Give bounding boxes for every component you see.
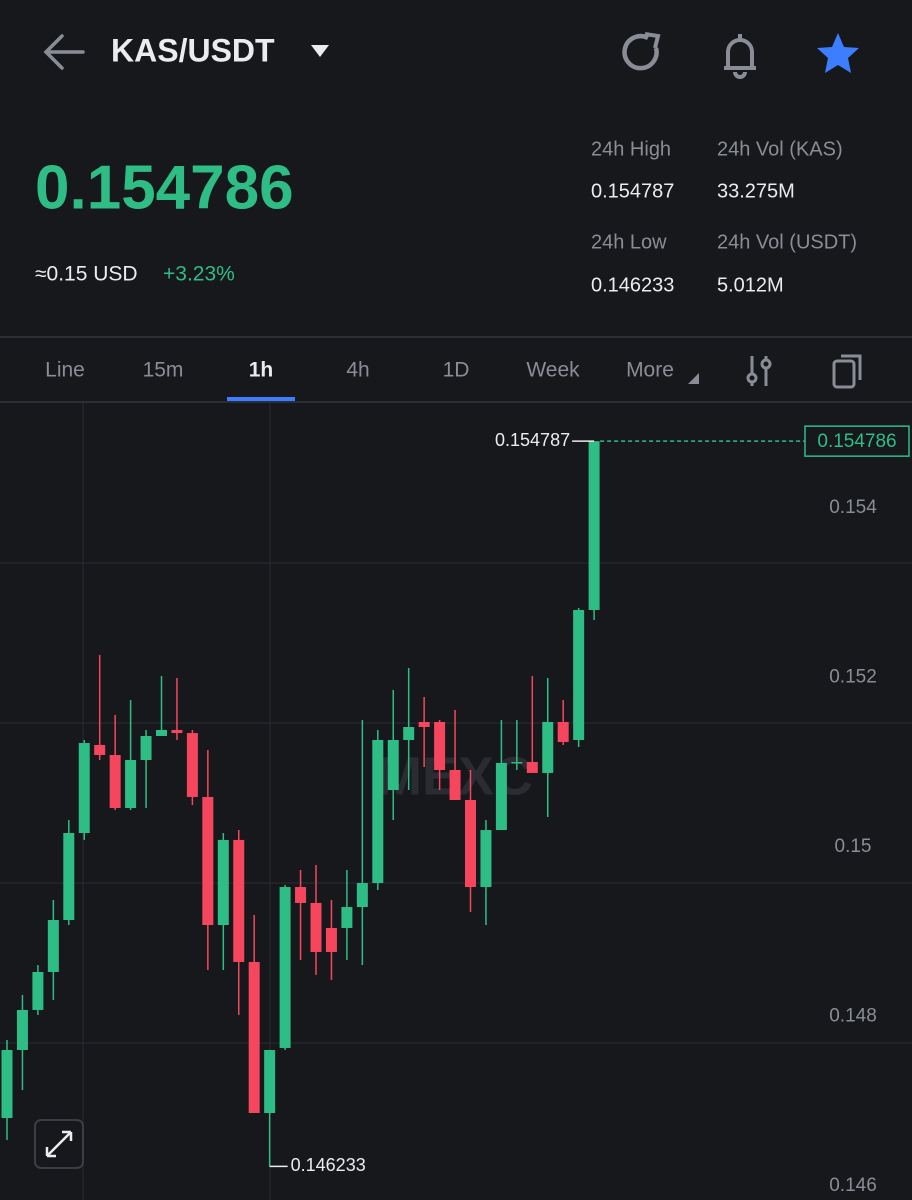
stat-label: 24h High <box>591 138 671 160</box>
candle-body <box>526 762 538 773</box>
candle-body <box>557 722 569 743</box>
stat-label: 24h Low <box>591 231 667 253</box>
alert-icon[interactable] <box>724 34 756 79</box>
pair-title[interactable]: KAS/USDT <box>111 32 275 68</box>
favorite-star[interactable] <box>817 33 859 73</box>
stat-value: 5.012M <box>717 274 784 296</box>
candle-body <box>125 759 137 808</box>
stat-value: 0.146233 <box>591 274 674 296</box>
candle-body <box>449 769 461 801</box>
tab[interactable]: 1D <box>443 359 470 382</box>
candle-body <box>186 733 198 797</box>
candle-body <box>573 609 585 740</box>
refresh-icon[interactable] <box>622 32 661 71</box>
candle-body <box>387 739 399 791</box>
candle-body <box>418 722 430 728</box>
candle-body <box>94 744 106 755</box>
candle-body <box>279 887 291 1048</box>
candle-body <box>495 762 507 831</box>
candle-body <box>217 839 229 926</box>
tab-underline <box>227 397 295 401</box>
price-change: +3.23% <box>163 263 235 286</box>
tab[interactable]: 15m <box>143 359 184 382</box>
candle-body <box>264 1049 276 1113</box>
expand-button[interactable] <box>34 1119 84 1169</box>
candle-body <box>32 971 44 1010</box>
last-price: 0.154786 <box>35 153 294 222</box>
indicator-settings-icon[interactable] <box>746 356 772 386</box>
candle-body <box>465 800 476 888</box>
more-arrow <box>688 373 699 384</box>
stat-value: 33.275M <box>717 180 795 202</box>
y-tick-label: 0.148 <box>829 1006 877 1027</box>
candle-body <box>202 796 214 926</box>
y-tick-label: 0.146 <box>829 1175 877 1196</box>
candle-body <box>542 722 554 773</box>
low-marker-label: 0.146233 <box>291 1155 366 1175</box>
tab[interactable]: Week <box>526 359 580 382</box>
candle-body <box>372 739 384 884</box>
candle-body <box>295 887 307 903</box>
candle-body <box>341 907 353 928</box>
tab[interactable]: More <box>626 359 674 382</box>
plot: 0.146 0.148 0.15 0.152 0.154 0.154787 0.146233… <box>1 425 910 1196</box>
stat-label: 24h Vol (KAS) <box>717 138 843 160</box>
layout-icon[interactable] <box>832 354 862 389</box>
tab[interactable]: Line <box>45 359 85 382</box>
candle-body <box>248 961 260 1113</box>
approx-usd: ≈0.15 USD <box>35 263 138 286</box>
tab[interactable]: 4h <box>346 359 369 382</box>
high-marker-label: 0.154787 <box>495 430 570 450</box>
y-tick-label: 0.15 <box>835 836 872 857</box>
candle-body <box>16 1009 28 1050</box>
stat-label: 24h Vol (USDT) <box>717 231 857 253</box>
back-button[interactable] <box>43 34 85 70</box>
last-price-label: 0.154786 <box>817 431 896 452</box>
candle-body <box>325 927 337 952</box>
candle-body <box>171 729 183 734</box>
candle-body <box>63 833 75 921</box>
candle-body <box>47 920 59 972</box>
y-tick-label: 0.154 <box>829 497 877 518</box>
candle-body <box>1 1049 13 1119</box>
candle-body <box>156 729 167 736</box>
tab-active[interactable]: 1h <box>249 359 274 382</box>
stat-value: 0.154787 <box>591 180 674 202</box>
y-tick-label: 0.152 <box>829 666 877 687</box>
candle-body <box>403 727 415 740</box>
last-price-box <box>804 425 910 457</box>
candle-body <box>588 441 600 610</box>
candle-body <box>78 743 90 834</box>
candle-body <box>310 902 322 952</box>
candle-body <box>356 883 368 908</box>
candle-body <box>140 735 152 760</box>
candle-body <box>434 722 446 770</box>
candle-body <box>480 830 492 888</box>
candle-body <box>511 762 523 764</box>
pair-dropdown[interactable] <box>311 45 329 57</box>
candle-body <box>233 839 245 962</box>
candle-body <box>109 754 121 808</box>
